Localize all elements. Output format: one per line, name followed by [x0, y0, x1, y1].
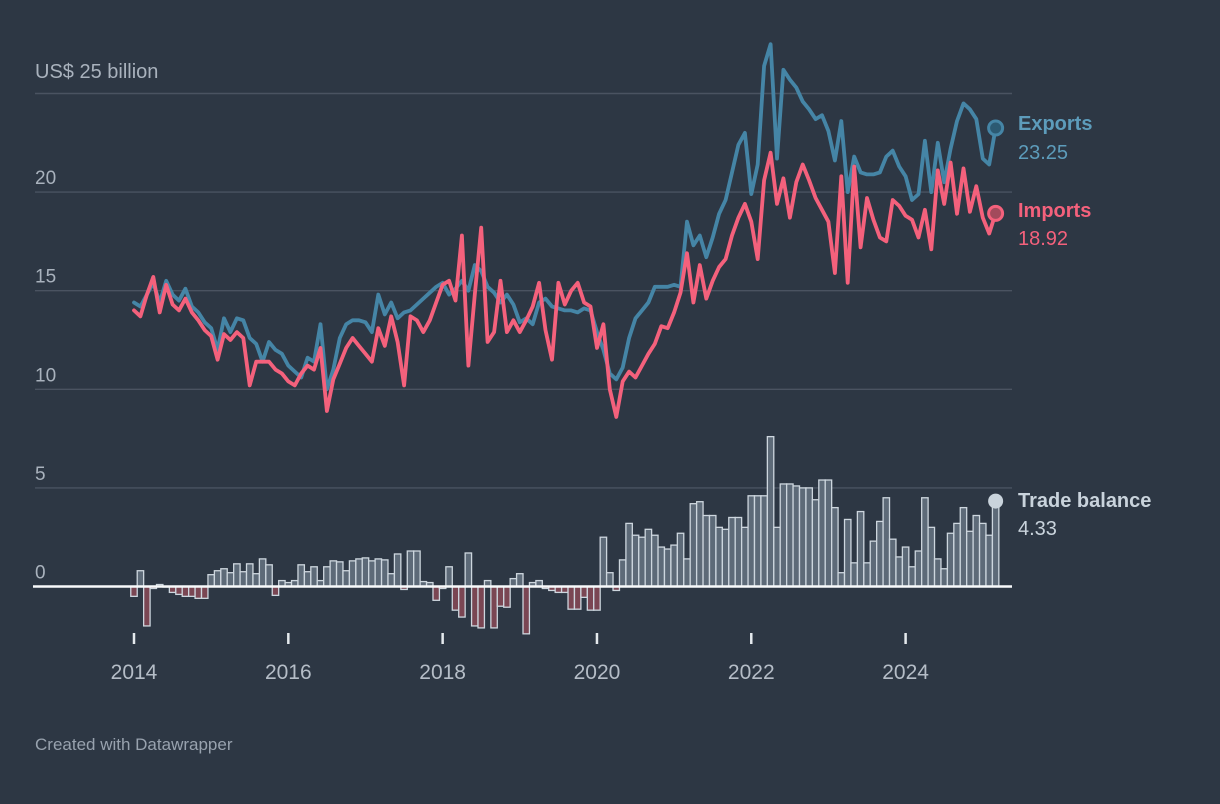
svg-text:0: 0	[35, 563, 46, 584]
svg-text:2018: 2018	[419, 661, 466, 684]
exports-series-label: Exports	[1018, 113, 1093, 135]
svg-text:2014: 2014	[111, 661, 158, 684]
svg-text:20: 20	[35, 168, 56, 189]
x-axis: 2014 2016 2018 2020 2022 2024	[111, 633, 929, 684]
svg-text:2024: 2024	[882, 661, 929, 684]
svg-text:2022: 2022	[728, 661, 775, 684]
imports-series-value: 18.92	[1018, 228, 1069, 250]
svg-text:10: 10	[35, 365, 56, 386]
trade-balance-series-value: 4.33	[1018, 518, 1057, 540]
gridlines: 0 5 10 15 20	[35, 92, 1012, 584]
svg-text:15: 15	[35, 267, 56, 288]
trade-balance-series-label: Trade balance	[1018, 490, 1152, 512]
imports-end-dot	[987, 204, 1005, 222]
trade-balance-end-dot	[988, 493, 1004, 509]
svg-text:2020: 2020	[574, 661, 621, 684]
imports-line	[132, 150, 998, 419]
imports-series-label: Imports	[1018, 200, 1092, 222]
exports-series-value: 23.25	[1018, 142, 1069, 164]
trade-balance-bars	[130, 435, 1000, 635]
svg-text:2016: 2016	[265, 661, 312, 684]
exports-end-dot	[987, 119, 1005, 137]
datawrapper-attribution[interactable]: Created with Datawrapper	[35, 735, 233, 754]
exports-line	[132, 42, 998, 392]
svg-text:5: 5	[35, 464, 46, 485]
y-axis-unit-label: US$ 25 billion	[35, 61, 159, 83]
